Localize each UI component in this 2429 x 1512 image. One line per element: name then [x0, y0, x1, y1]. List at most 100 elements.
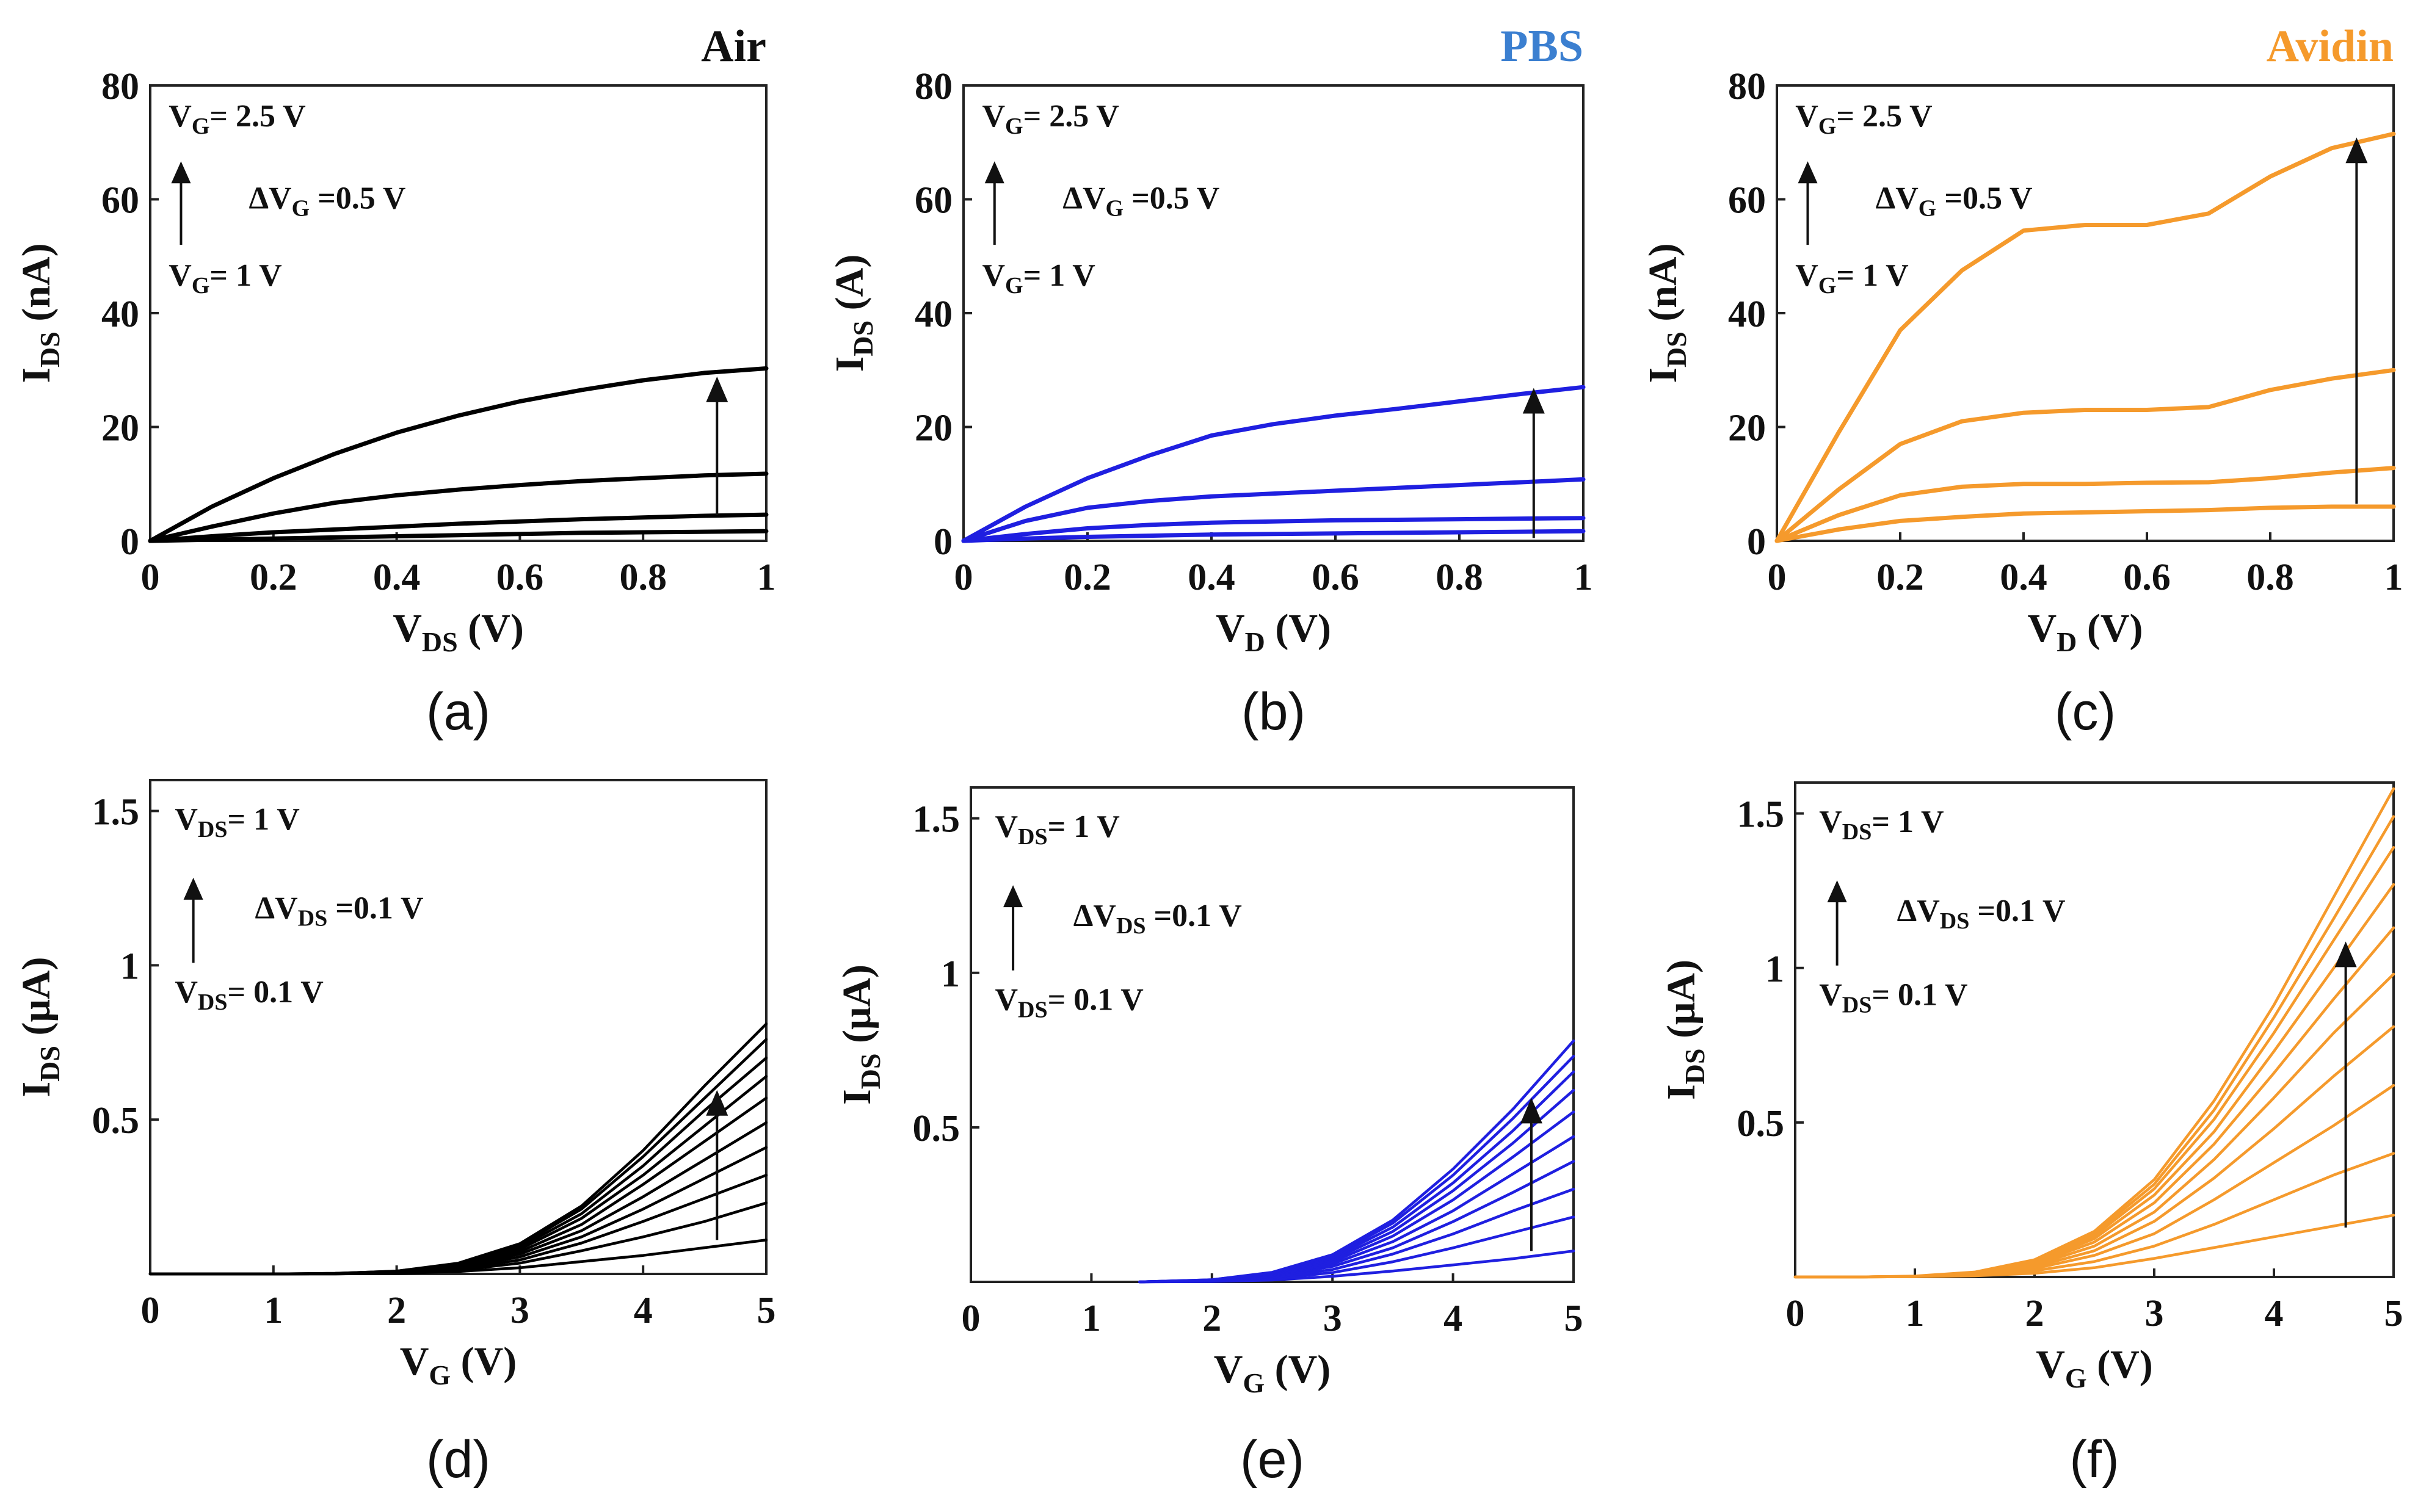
x-axis-label: VD (V): [2027, 606, 2143, 657]
label-part: V: [393, 606, 422, 651]
annotation-1: VG= 2.5 V: [1795, 99, 1932, 139]
y-tick-label: 80: [101, 66, 139, 107]
x-tick-label: 1: [1082, 1298, 1101, 1339]
label-part: V: [1795, 258, 1818, 293]
series-line-2: [961, 516, 1586, 543]
x-tick-label: 0.4: [373, 557, 421, 598]
label-part: ΔV: [255, 891, 298, 926]
y-tick-label: 0.5: [92, 1100, 140, 1141]
label-part: DS: [198, 989, 228, 1015]
y-tick-label: 1.5: [913, 799, 960, 841]
label-part: I: [1659, 1084, 1704, 1100]
plot-frame: [1794, 781, 2395, 1278]
x-tick-label: 4: [1443, 1298, 1462, 1339]
panel-title: PBS: [1500, 21, 1583, 71]
label-part: V: [175, 975, 198, 1010]
series-line-1: [148, 529, 769, 543]
label-part: = 1 V: [209, 258, 281, 293]
annotation-3: VG= 1 V: [982, 258, 1095, 298]
y-tick-label: 20: [1728, 408, 1766, 449]
y-tick-label: 80: [915, 66, 953, 107]
series-line-7: [148, 1075, 768, 1276]
label-part: = 0.1 V: [1048, 983, 1144, 1018]
x-tick-label: 0.2: [1876, 557, 1924, 598]
label-part: DS: [1661, 331, 1692, 367]
series-line-3: [1793, 1083, 2395, 1279]
y-tick-label: 1.5: [1737, 794, 1785, 836]
x-tick-label: 5: [1564, 1298, 1583, 1339]
y-tick-label: 40: [101, 294, 139, 335]
x-tick-label: 1: [2384, 557, 2403, 598]
label-part: (V): [2077, 606, 2143, 651]
series-line-10: [1793, 787, 2395, 1279]
label-part: I: [14, 1082, 59, 1098]
label-part: =0.1 V: [1969, 894, 2065, 928]
plot-frame: [970, 786, 1575, 1283]
x-tick-label: 0.6: [2123, 557, 2171, 598]
label-part: V: [1216, 606, 1245, 651]
x-tick-label: 5: [2384, 1293, 2403, 1334]
annotation-2: ΔVDS =0.1 V: [1073, 899, 1242, 939]
label-part: DS: [1842, 993, 1872, 1018]
label-part: = 0.1 V: [1872, 978, 1967, 1013]
label-part: (μA): [14, 957, 59, 1046]
y-tick-label: 80: [1728, 66, 1766, 107]
annotation-arrow-head: [1827, 880, 1847, 903]
annotation-3: VG= 1 V: [1795, 258, 1908, 298]
label-part: G: [1818, 273, 1837, 298]
label-part: = 1 V: [1836, 258, 1908, 293]
label-part: =0.5 V: [1124, 181, 1219, 215]
x-tick-label: 5: [757, 1290, 776, 1331]
label-part: DS: [198, 817, 228, 842]
y-tick-label: 0.5: [913, 1108, 960, 1149]
label-part: = 2.5 V: [1023, 99, 1119, 134]
label-part: G: [192, 114, 210, 139]
plot-frame: [962, 84, 1585, 542]
y-tick-label: 20: [101, 408, 139, 449]
label-part: = 1 V: [228, 802, 300, 837]
x-tick-label: 2: [387, 1290, 406, 1331]
y-tick-label: 0: [934, 521, 953, 563]
label-part: G: [1919, 195, 1937, 221]
label-part: V: [175, 802, 198, 837]
series-line-1: [961, 529, 1586, 543]
label-part: DS: [855, 1054, 886, 1090]
annotation-arrow-head: [1798, 161, 1818, 184]
series-line-4: [148, 366, 769, 543]
series-line-7: [1793, 883, 2395, 1279]
y-tick-label: 1: [120, 946, 139, 987]
label-part: (nA): [14, 243, 59, 331]
label-part: = 2.5 V: [1836, 99, 1932, 134]
y-tick-label: 60: [1728, 180, 1766, 222]
label-part: D: [1245, 626, 1265, 657]
panel-caption: (b): [1241, 682, 1305, 741]
x-axis-label: VG (V): [1214, 1347, 1331, 1398]
x-tick-label: 1: [264, 1290, 283, 1331]
trend-arrow-head: [1520, 1098, 1542, 1124]
label-part: DS: [422, 626, 458, 657]
x-axis-label: VG (V): [2036, 1342, 2153, 1394]
x-tick-label: 3: [510, 1290, 529, 1331]
series-line-9: [1793, 815, 2395, 1279]
label-part: I: [827, 356, 872, 372]
label-part: D: [2057, 626, 2077, 657]
x-tick-label: 0.6: [1312, 557, 1359, 598]
annotation-3: VDS= 0.1 V: [1819, 978, 1967, 1018]
x-tick-label: 2: [2025, 1293, 2044, 1334]
panel-caption: (e): [1240, 1430, 1304, 1489]
annotation-3: VG= 1 V: [169, 258, 281, 298]
annotation-3: VDS= 0.1 V: [175, 975, 323, 1015]
annotation-1: VG= 2.5 V: [982, 99, 1119, 139]
label-part: = 1 V: [1872, 805, 1944, 839]
label-part: V: [169, 258, 192, 293]
label-part: = 0.1 V: [228, 975, 324, 1010]
label-part: I: [835, 1089, 879, 1105]
label-part: ΔV: [1062, 181, 1105, 215]
panel-caption: (f): [2069, 1430, 2119, 1489]
label-part: V: [995, 983, 1018, 1018]
label-part: (nA): [1641, 243, 1685, 331]
label-part: V: [1214, 1347, 1243, 1392]
series-line-4: [961, 385, 1586, 543]
label-part: DS: [1018, 997, 1048, 1023]
